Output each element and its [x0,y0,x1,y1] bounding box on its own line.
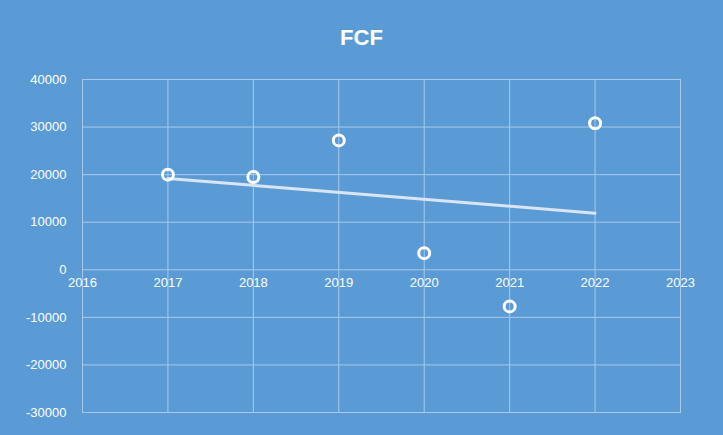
svg-text:-10000: -10000 [26,310,66,325]
svg-text:10000: 10000 [30,214,66,229]
html-text:FCF: FCF [340,25,383,50]
svg-text:-30000: -30000 [26,405,66,420]
svg-text:2022: 2022 [581,275,610,290]
svg-text:2017: 2017 [153,275,182,290]
svg-text:2020: 2020 [410,275,439,290]
svg-text:0: 0 [59,262,66,277]
svg-text:2019: 2019 [324,275,353,290]
svg-text:20000: 20000 [30,167,66,182]
svg-text:2018: 2018 [239,275,268,290]
svg-text:2021: 2021 [495,275,524,290]
svg-text:-20000: -20000 [26,357,66,372]
svg-text:40000: 40000 [30,72,66,87]
svg-text:30000: 30000 [30,119,66,134]
svg-text:2023: 2023 [666,275,695,290]
svg-text:2016: 2016 [68,275,97,290]
